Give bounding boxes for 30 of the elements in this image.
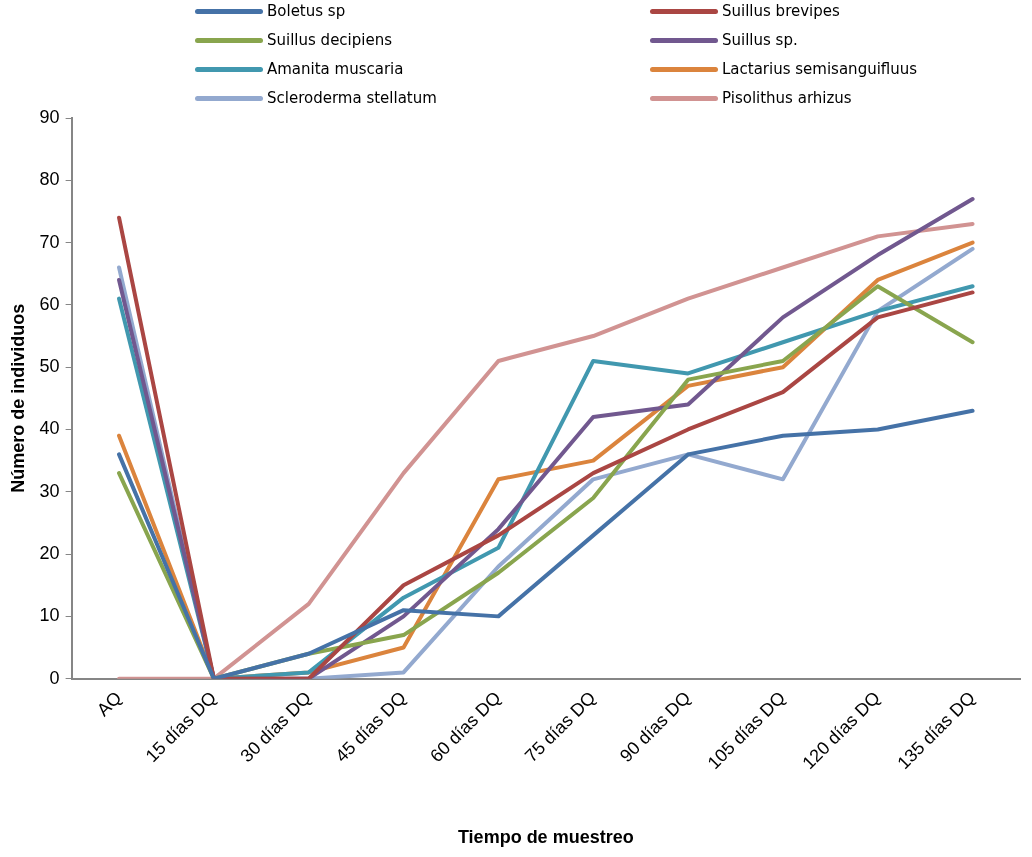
x-tick-label: 135 días DQ bbox=[893, 687, 979, 774]
x-tick-label: 45 días DQ bbox=[331, 687, 410, 767]
legend-label: Boletus sp bbox=[267, 2, 346, 20]
y-tick-label: 80 bbox=[39, 169, 60, 190]
y-tick-label: 10 bbox=[39, 605, 60, 626]
x-tick-label: 15 días DQ bbox=[141, 687, 221, 767]
x-tick-label: 120 días DQ bbox=[798, 687, 885, 774]
legend-label: Suillus brevipes bbox=[722, 2, 840, 20]
y-tick-label: 0 bbox=[49, 667, 60, 688]
y-tick-label: 20 bbox=[39, 543, 60, 564]
legend-label: Scleroderma stellatum bbox=[267, 89, 437, 107]
y-tick-label: 30 bbox=[39, 480, 60, 501]
y-tick-label: 90 bbox=[39, 106, 60, 127]
x-tick-label: AQ bbox=[92, 687, 126, 721]
y-tick-label: 60 bbox=[39, 293, 60, 314]
y-tick-label: 50 bbox=[39, 356, 60, 377]
legend-label: Pisolithus arhizus bbox=[722, 89, 852, 107]
x-tick-label: 90 días DQ bbox=[615, 687, 695, 767]
x-tick-label: 30 días DQ bbox=[236, 687, 316, 767]
x-tick-label: 75 días DQ bbox=[521, 687, 600, 767]
x-tick-label: 105 días DQ bbox=[703, 687, 790, 774]
x-tick-label: 60 días DQ bbox=[426, 687, 505, 767]
y-tick-label: 40 bbox=[39, 418, 60, 439]
y-axis-title: Número de individuos bbox=[7, 303, 28, 493]
x-axis-title: Tiempo de muestreo bbox=[457, 827, 634, 848]
legend-label: Lactarius semisanguifluus bbox=[722, 60, 918, 78]
legend-label: Suillus sp. bbox=[722, 31, 798, 49]
legend-label: Suillus decipiens bbox=[267, 31, 393, 49]
y-tick-label: 70 bbox=[39, 231, 60, 252]
legend-label: Amanita muscaria bbox=[267, 60, 404, 78]
